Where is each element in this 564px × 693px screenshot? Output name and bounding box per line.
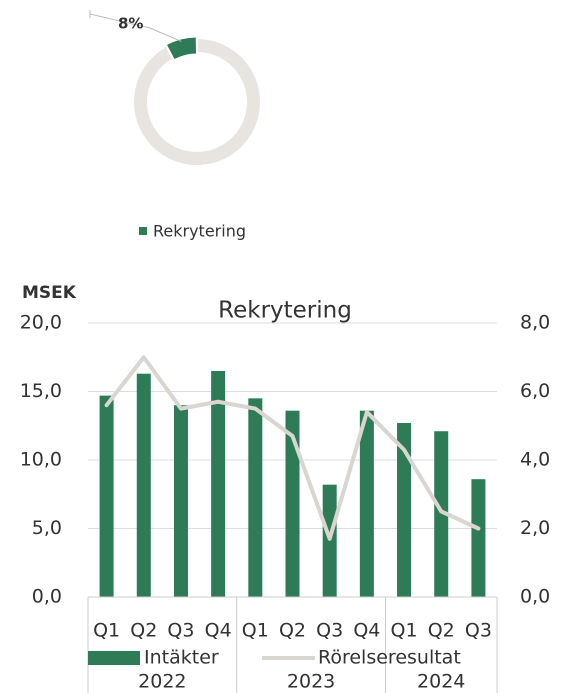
y-tick-label: 20,0 (20, 312, 62, 334)
bar (285, 410, 300, 597)
legend-swatch (88, 651, 140, 665)
x-tick-label: Q2 (130, 620, 157, 642)
x-tick-label: Q1 (242, 620, 269, 642)
group-label: 2024 (417, 671, 465, 693)
y2-tick-label: 4,0 (520, 449, 550, 471)
bar (99, 395, 114, 597)
x-tick-label: Q1 (93, 620, 120, 642)
data-label: 8% (118, 15, 143, 33)
x-tick-label: Q2 (279, 620, 306, 642)
chart-title: Rekrytering (218, 298, 352, 324)
legend-swatch (139, 227, 147, 235)
y2-tick-label: 6,0 (520, 380, 550, 402)
legend-label: Rekrytering (153, 222, 246, 241)
bar (359, 410, 374, 597)
y2-tick-label: 0,0 (520, 586, 550, 608)
y-tick-label: 0,0 (32, 586, 62, 608)
y2-tick-label: 8,0 (520, 312, 550, 334)
bar (211, 370, 226, 597)
bar (322, 484, 337, 597)
legend-label: Rörelseresultat (318, 647, 461, 669)
legend-label: Intäkter (144, 647, 219, 669)
bar (471, 479, 486, 597)
x-tick-label: Q4 (353, 620, 380, 642)
x-tick-label: Q4 (205, 620, 232, 642)
x-tick-label: Q1 (391, 620, 418, 642)
bar (397, 423, 412, 597)
y-axis-label: MSEK (22, 283, 77, 303)
donut-segment (134, 39, 260, 165)
donut-segment (167, 37, 197, 60)
bar (136, 373, 151, 597)
x-tick-label: Q3 (465, 620, 492, 642)
bar (434, 431, 449, 597)
x-tick-label: Q3 (316, 620, 343, 642)
leader-line (89, 10, 182, 42)
bar (248, 398, 263, 597)
y-tick-label: 15,0 (20, 380, 62, 402)
group-label: 2022 (138, 671, 186, 693)
bar (173, 405, 188, 597)
y2-tick-label: 2,0 (520, 517, 550, 539)
x-tick-label: Q2 (428, 620, 455, 642)
group-label: 2023 (287, 671, 335, 693)
line (104, 355, 481, 541)
y-tick-label: 5,0 (32, 517, 62, 539)
y-tick-label: 10,0 (20, 449, 62, 471)
x-tick-label: Q3 (167, 620, 194, 642)
